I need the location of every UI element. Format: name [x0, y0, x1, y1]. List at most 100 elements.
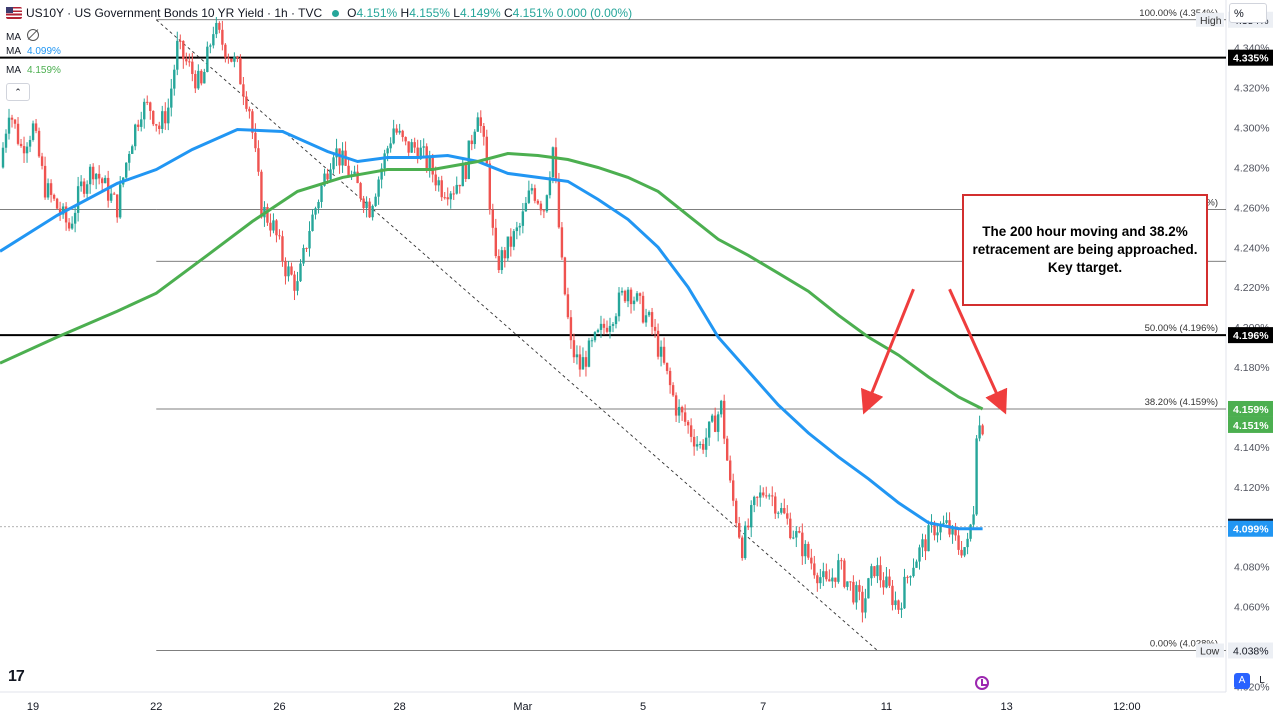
candle-body	[164, 111, 167, 124]
candle-body	[401, 130, 404, 138]
candle-body	[918, 547, 921, 562]
candle-body	[194, 73, 197, 89]
candle-body	[131, 146, 134, 154]
candle-body	[560, 227, 564, 258]
symbol-title[interactable]: US10Y · US Government Bonds 10 YR Yield …	[26, 6, 323, 20]
candle-body	[759, 492, 762, 498]
candle-body	[972, 514, 975, 525]
x-tick-label: 26	[273, 701, 285, 713]
candle-body	[867, 578, 870, 599]
candle-body	[215, 22, 218, 35]
candle-body	[227, 57, 230, 59]
y-tick-label: 4.060%	[1234, 602, 1270, 614]
candle-body	[434, 174, 437, 186]
candle-body	[353, 171, 356, 175]
candle-body	[386, 148, 389, 154]
candle-body	[954, 526, 957, 536]
y-tick-label: 4.180%	[1234, 362, 1270, 374]
indicator-ma-2[interactable]: MA 4.099%	[6, 46, 61, 57]
auto-scale-button[interactable]: A	[1234, 673, 1250, 689]
candle-body	[957, 535, 960, 550]
candle-body	[40, 156, 44, 166]
candle-body	[479, 117, 482, 127]
candle-body	[118, 184, 122, 218]
candle-body	[248, 108, 251, 112]
candle-body	[293, 274, 296, 291]
candle-body	[518, 225, 522, 228]
candle-body	[548, 177, 552, 196]
candle-body	[37, 130, 41, 157]
candle-body	[476, 117, 479, 132]
candle-body	[963, 547, 966, 556]
candle-body	[936, 532, 939, 536]
candle-body	[647, 312, 651, 316]
candle-body	[152, 110, 155, 125]
candle-body	[524, 202, 528, 212]
candle-body	[900, 608, 903, 610]
candle-body	[668, 370, 672, 386]
scale-mode-button[interactable]: %	[1229, 3, 1267, 23]
candle-body	[710, 415, 714, 422]
candle-body	[395, 128, 398, 133]
candle-body	[4, 133, 8, 148]
candle-body	[371, 205, 374, 218]
x-tick-label: 22	[150, 701, 162, 713]
candle-body	[52, 194, 56, 199]
candle-body	[650, 312, 654, 327]
candle-body	[798, 531, 801, 533]
indicator-ma-3[interactable]: MA 4.159%	[6, 65, 61, 76]
candle-body	[870, 566, 873, 579]
ma-price-label: 4.151%	[1233, 420, 1269, 432]
candle-body	[882, 580, 885, 588]
candle-body	[125, 162, 128, 178]
indicator-ma-1[interactable]: MA	[6, 28, 39, 43]
hidden-eye-icon[interactable]	[27, 29, 39, 41]
fib-level-label: 0.00% (4.038%)	[1150, 638, 1218, 649]
candle-body	[158, 125, 161, 129]
candle-body	[149, 102, 152, 111]
candle-body	[485, 136, 488, 164]
candle-body	[617, 292, 621, 317]
candle-body	[530, 188, 534, 191]
candle-body	[738, 523, 741, 538]
candle-body	[813, 563, 816, 576]
candle-body	[85, 184, 89, 194]
candle-body	[109, 193, 113, 201]
fib-badge	[1196, 643, 1224, 658]
candle-body	[422, 146, 425, 148]
candle-body	[320, 185, 323, 202]
fib-badge-label: Low	[1200, 645, 1220, 657]
candle-body	[569, 317, 573, 341]
candle-body	[713, 415, 717, 432]
candle-body	[368, 201, 371, 218]
candle-body	[804, 543, 807, 557]
candle-body	[665, 362, 669, 371]
y-tick-label: 4.140%	[1234, 442, 1270, 454]
candle-body	[903, 576, 906, 609]
candle-body	[269, 222, 272, 231]
candle-body	[34, 123, 38, 131]
candle-body	[656, 330, 660, 357]
candle-body	[266, 207, 269, 223]
candle-body	[179, 40, 182, 42]
candle-body	[458, 184, 461, 187]
candle-body	[356, 171, 359, 184]
candle-body	[82, 181, 86, 194]
candle-body	[76, 186, 80, 213]
candle-body	[329, 169, 332, 180]
candle-body	[674, 395, 678, 416]
y-tick-label: 4.240%	[1234, 242, 1270, 254]
us-flag-icon	[6, 7, 22, 19]
collapse-indicators-button[interactable]: ⌃	[6, 83, 30, 101]
candle-body	[843, 560, 846, 587]
candle-body	[638, 293, 642, 296]
candle-body	[521, 211, 525, 226]
log-scale-button[interactable]: L	[1259, 675, 1265, 686]
candle-body	[765, 495, 768, 497]
candle-body	[792, 537, 795, 539]
session-clock-icon[interactable]	[975, 676, 989, 690]
y-tick-label: 4.260%	[1234, 202, 1270, 214]
ma-price-badge	[1228, 400, 1273, 417]
candle-body	[584, 357, 588, 367]
